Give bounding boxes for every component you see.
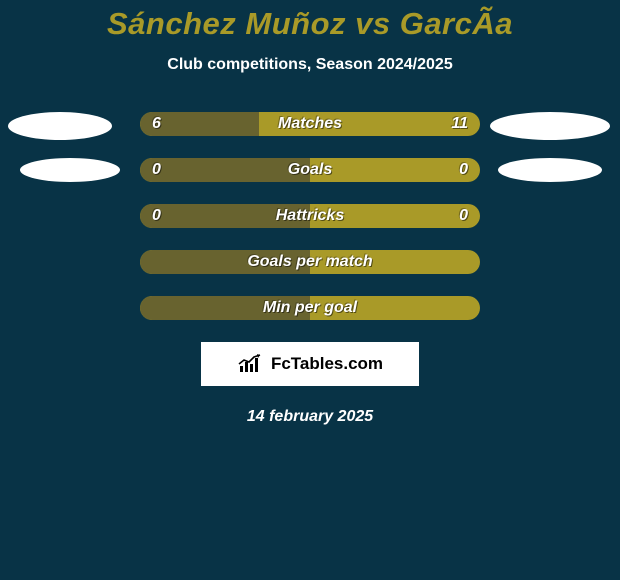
comparison-row: Min per goal <box>0 296 620 320</box>
metric-label: Goals <box>140 158 480 182</box>
left-ellipse-icon <box>20 158 120 182</box>
left-ellipse-icon <box>8 112 112 140</box>
bar-track: Goals per match <box>140 250 480 274</box>
comparison-rows: 611Matches 00Goals 00Hattricks Goals per ma… <box>0 112 620 320</box>
brand-chart-icon <box>237 354 265 374</box>
bar-track: 00Goals <box>140 158 480 182</box>
bar-track: 00Hattricks <box>140 204 480 228</box>
bar-track: 611Matches <box>140 112 480 136</box>
metric-label: Min per goal <box>140 296 480 320</box>
subtitle: Club competitions, Season 2024/2025 <box>0 56 620 74</box>
comparison-row: 00Goals <box>0 158 620 182</box>
right-ellipse-icon <box>498 158 602 182</box>
metric-label: Goals per match <box>140 250 480 274</box>
comparison-row: 611Matches <box>0 112 620 136</box>
bar-track: Min per goal <box>140 296 480 320</box>
date-label: 14 february 2025 <box>0 408 620 426</box>
brand-badge: FcTables.com <box>201 342 419 386</box>
brand-label: FcTables.com <box>271 354 383 374</box>
right-ellipse-icon <box>490 112 610 140</box>
page-title: Sánchez Muñoz vs GarcÃa <box>0 0 620 42</box>
metric-label: Matches <box>140 112 480 136</box>
metric-label: Hattricks <box>140 204 480 228</box>
comparison-row: Goals per match <box>0 250 620 274</box>
comparison-row: 00Hattricks <box>0 204 620 228</box>
